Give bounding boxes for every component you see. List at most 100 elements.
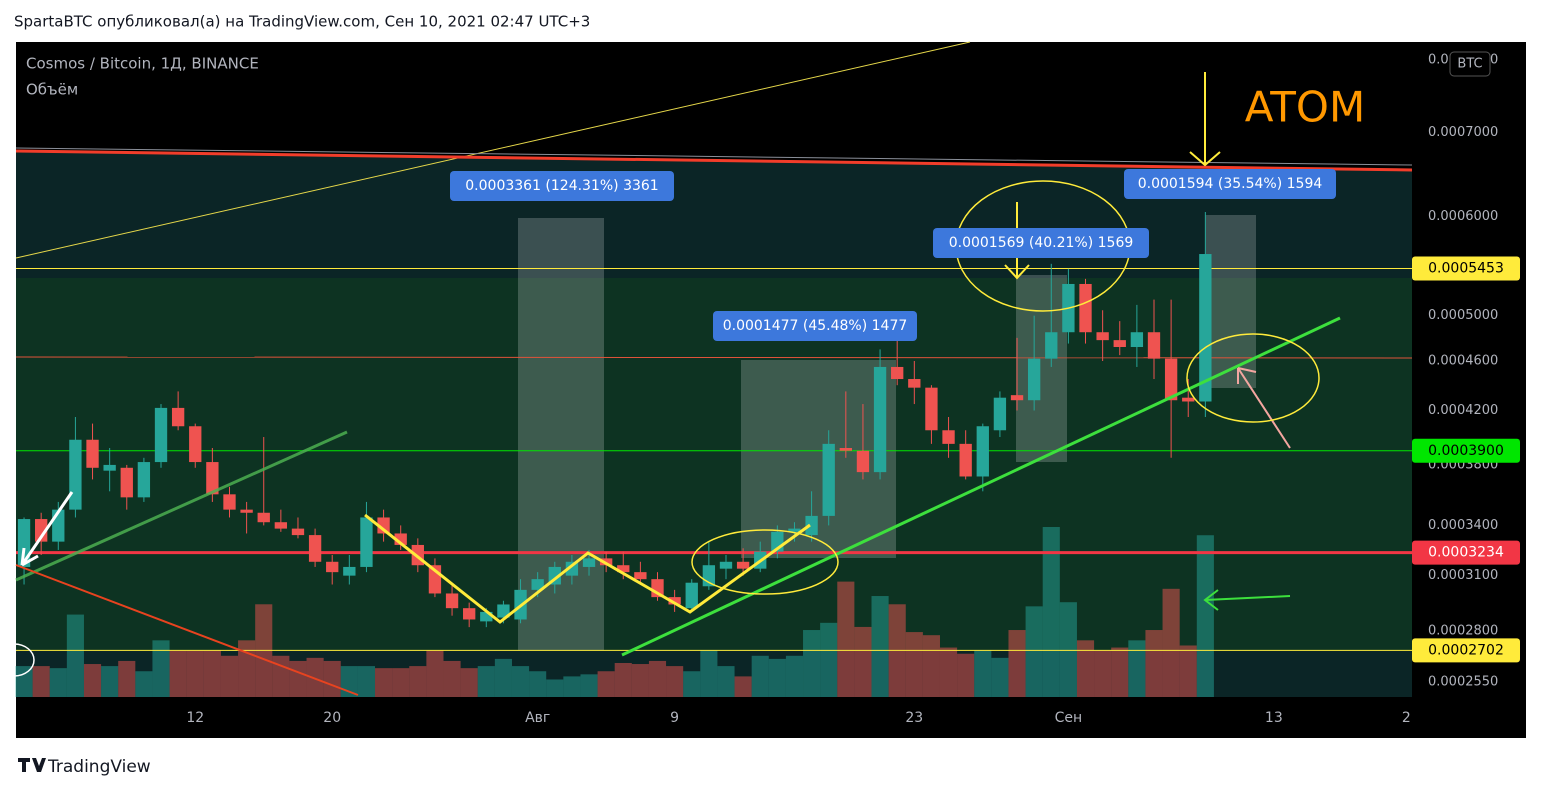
candle-body: [805, 515, 818, 536]
volume-bar: [1179, 645, 1197, 697]
price-label: 0.0003234: [1428, 545, 1504, 561]
volume-bar: [169, 650, 187, 697]
candle-body: [685, 582, 698, 609]
trend-line: [15, 564, 359, 696]
measure-label-box: [1124, 169, 1336, 199]
volume-bar: [272, 655, 290, 697]
volume-bar: [939, 647, 958, 697]
price-label-box: [1412, 438, 1520, 463]
candle-body: [257, 512, 270, 523]
price-lines: [16, 267, 1412, 651]
candle-body: [1147, 332, 1161, 359]
price-label: 0.0003900: [1428, 443, 1504, 459]
candle-body: [1027, 358, 1041, 401]
candle-body: [1164, 358, 1178, 401]
volume-bar: [375, 668, 393, 697]
candle-body: [1079, 283, 1092, 333]
level-line: [15, 356, 1413, 359]
y-tick-label: 0.0006000: [1428, 209, 1498, 224]
volume-label: Объём: [26, 81, 78, 99]
candle-body: [223, 494, 236, 510]
trend-line: [15, 147, 1413, 166]
volume-bar: [357, 666, 376, 697]
volume-bar: [717, 666, 735, 697]
candle-body: [959, 443, 972, 477]
volume-bar: [957, 653, 975, 697]
volume-bar: [1042, 527, 1060, 697]
candle-body: [463, 608, 476, 620]
currency-badge: [1449, 51, 1491, 77]
volume-bar: [66, 614, 84, 697]
price-label: 0.0002702: [1428, 642, 1504, 658]
candle-body: [531, 579, 544, 590]
candle-body: [1113, 340, 1126, 348]
candle-body: [189, 426, 202, 463]
volume-bar: [768, 658, 786, 697]
price-axis: [1412, 42, 1526, 738]
volume-bar: [392, 668, 410, 697]
volume-bar: [460, 668, 478, 697]
arrow: [1203, 589, 1291, 611]
footer-brand: TradingView: [47, 757, 151, 777]
volume-bar: [1025, 606, 1043, 697]
volume-bar: [854, 626, 872, 697]
logo: [18, 758, 46, 772]
measure-label: 0.0001594 (35.54%) 1594: [1138, 176, 1323, 192]
circle-mark: [691, 529, 839, 595]
candle-body: [582, 558, 596, 567]
candle-body: [69, 439, 82, 510]
volume-bar: [871, 596, 889, 697]
measure-box: [518, 218, 604, 650]
volume-bar: [494, 658, 512, 697]
drawings: [0, 41, 1413, 696]
volume-bar: [511, 666, 530, 697]
candles: [17, 211, 1212, 628]
price-label-box: [1412, 638, 1520, 663]
measure-label-box: [713, 311, 917, 341]
volume-bar: [734, 676, 752, 697]
volume-bar: [152, 640, 170, 697]
volume-bar: [203, 650, 221, 697]
volume-bar: [580, 674, 598, 697]
volume-bar: [118, 660, 136, 697]
volume-bar: [631, 664, 649, 697]
volume-bar: [238, 640, 256, 697]
x-tick-label: 13: [1265, 710, 1283, 726]
candle-body: [925, 387, 938, 431]
y-tick-label: 0.0003400: [1428, 518, 1498, 533]
candle-body: [1010, 395, 1024, 401]
candle-body: [206, 462, 219, 495]
volume-bar: [820, 622, 838, 697]
volume-bar: [922, 635, 940, 697]
volume-bar: [1128, 640, 1146, 697]
candle-body: [873, 366, 887, 473]
y-tick-label: 0.0002550: [1428, 674, 1498, 689]
volume-bar: [409, 666, 427, 697]
zigzag: [364, 513, 811, 624]
measure-labels: 0.0003361 (124.31%) 3361 0.0001477 (45.4…: [450, 169, 1336, 341]
measure-box: [741, 360, 896, 558]
arrow: [20, 491, 74, 567]
volume-bar: [700, 650, 718, 697]
candle-body: [240, 509, 253, 513]
candle-body: [308, 535, 322, 562]
measure-label: 0.0003361 (124.31%) 3361: [465, 178, 658, 194]
candle-body: [668, 597, 681, 605]
chart-title: Cosmos / Bitcoin, 1Д, BINANCE: [26, 55, 259, 73]
y-axis: 0.00080000.00070000.00060000.00050000.00…: [1428, 53, 1498, 690]
y-tick-label: 0.0002800: [1428, 623, 1498, 638]
candle-body: [891, 366, 904, 380]
measure-box: [1205, 215, 1256, 388]
volume-bar: [323, 660, 341, 697]
volume-bar: [83, 664, 102, 697]
candle-body: [274, 522, 288, 529]
candle-body: [35, 519, 48, 542]
x-tick-label: 23: [905, 710, 923, 726]
volume-bar: [32, 666, 50, 697]
volume-bar: [135, 671, 153, 697]
candle-body: [103, 464, 116, 471]
x-tick-label: Сен: [1055, 710, 1083, 726]
candle-body: [137, 462, 151, 498]
volume-bar: [546, 679, 564, 697]
volume-bar: [803, 630, 821, 697]
